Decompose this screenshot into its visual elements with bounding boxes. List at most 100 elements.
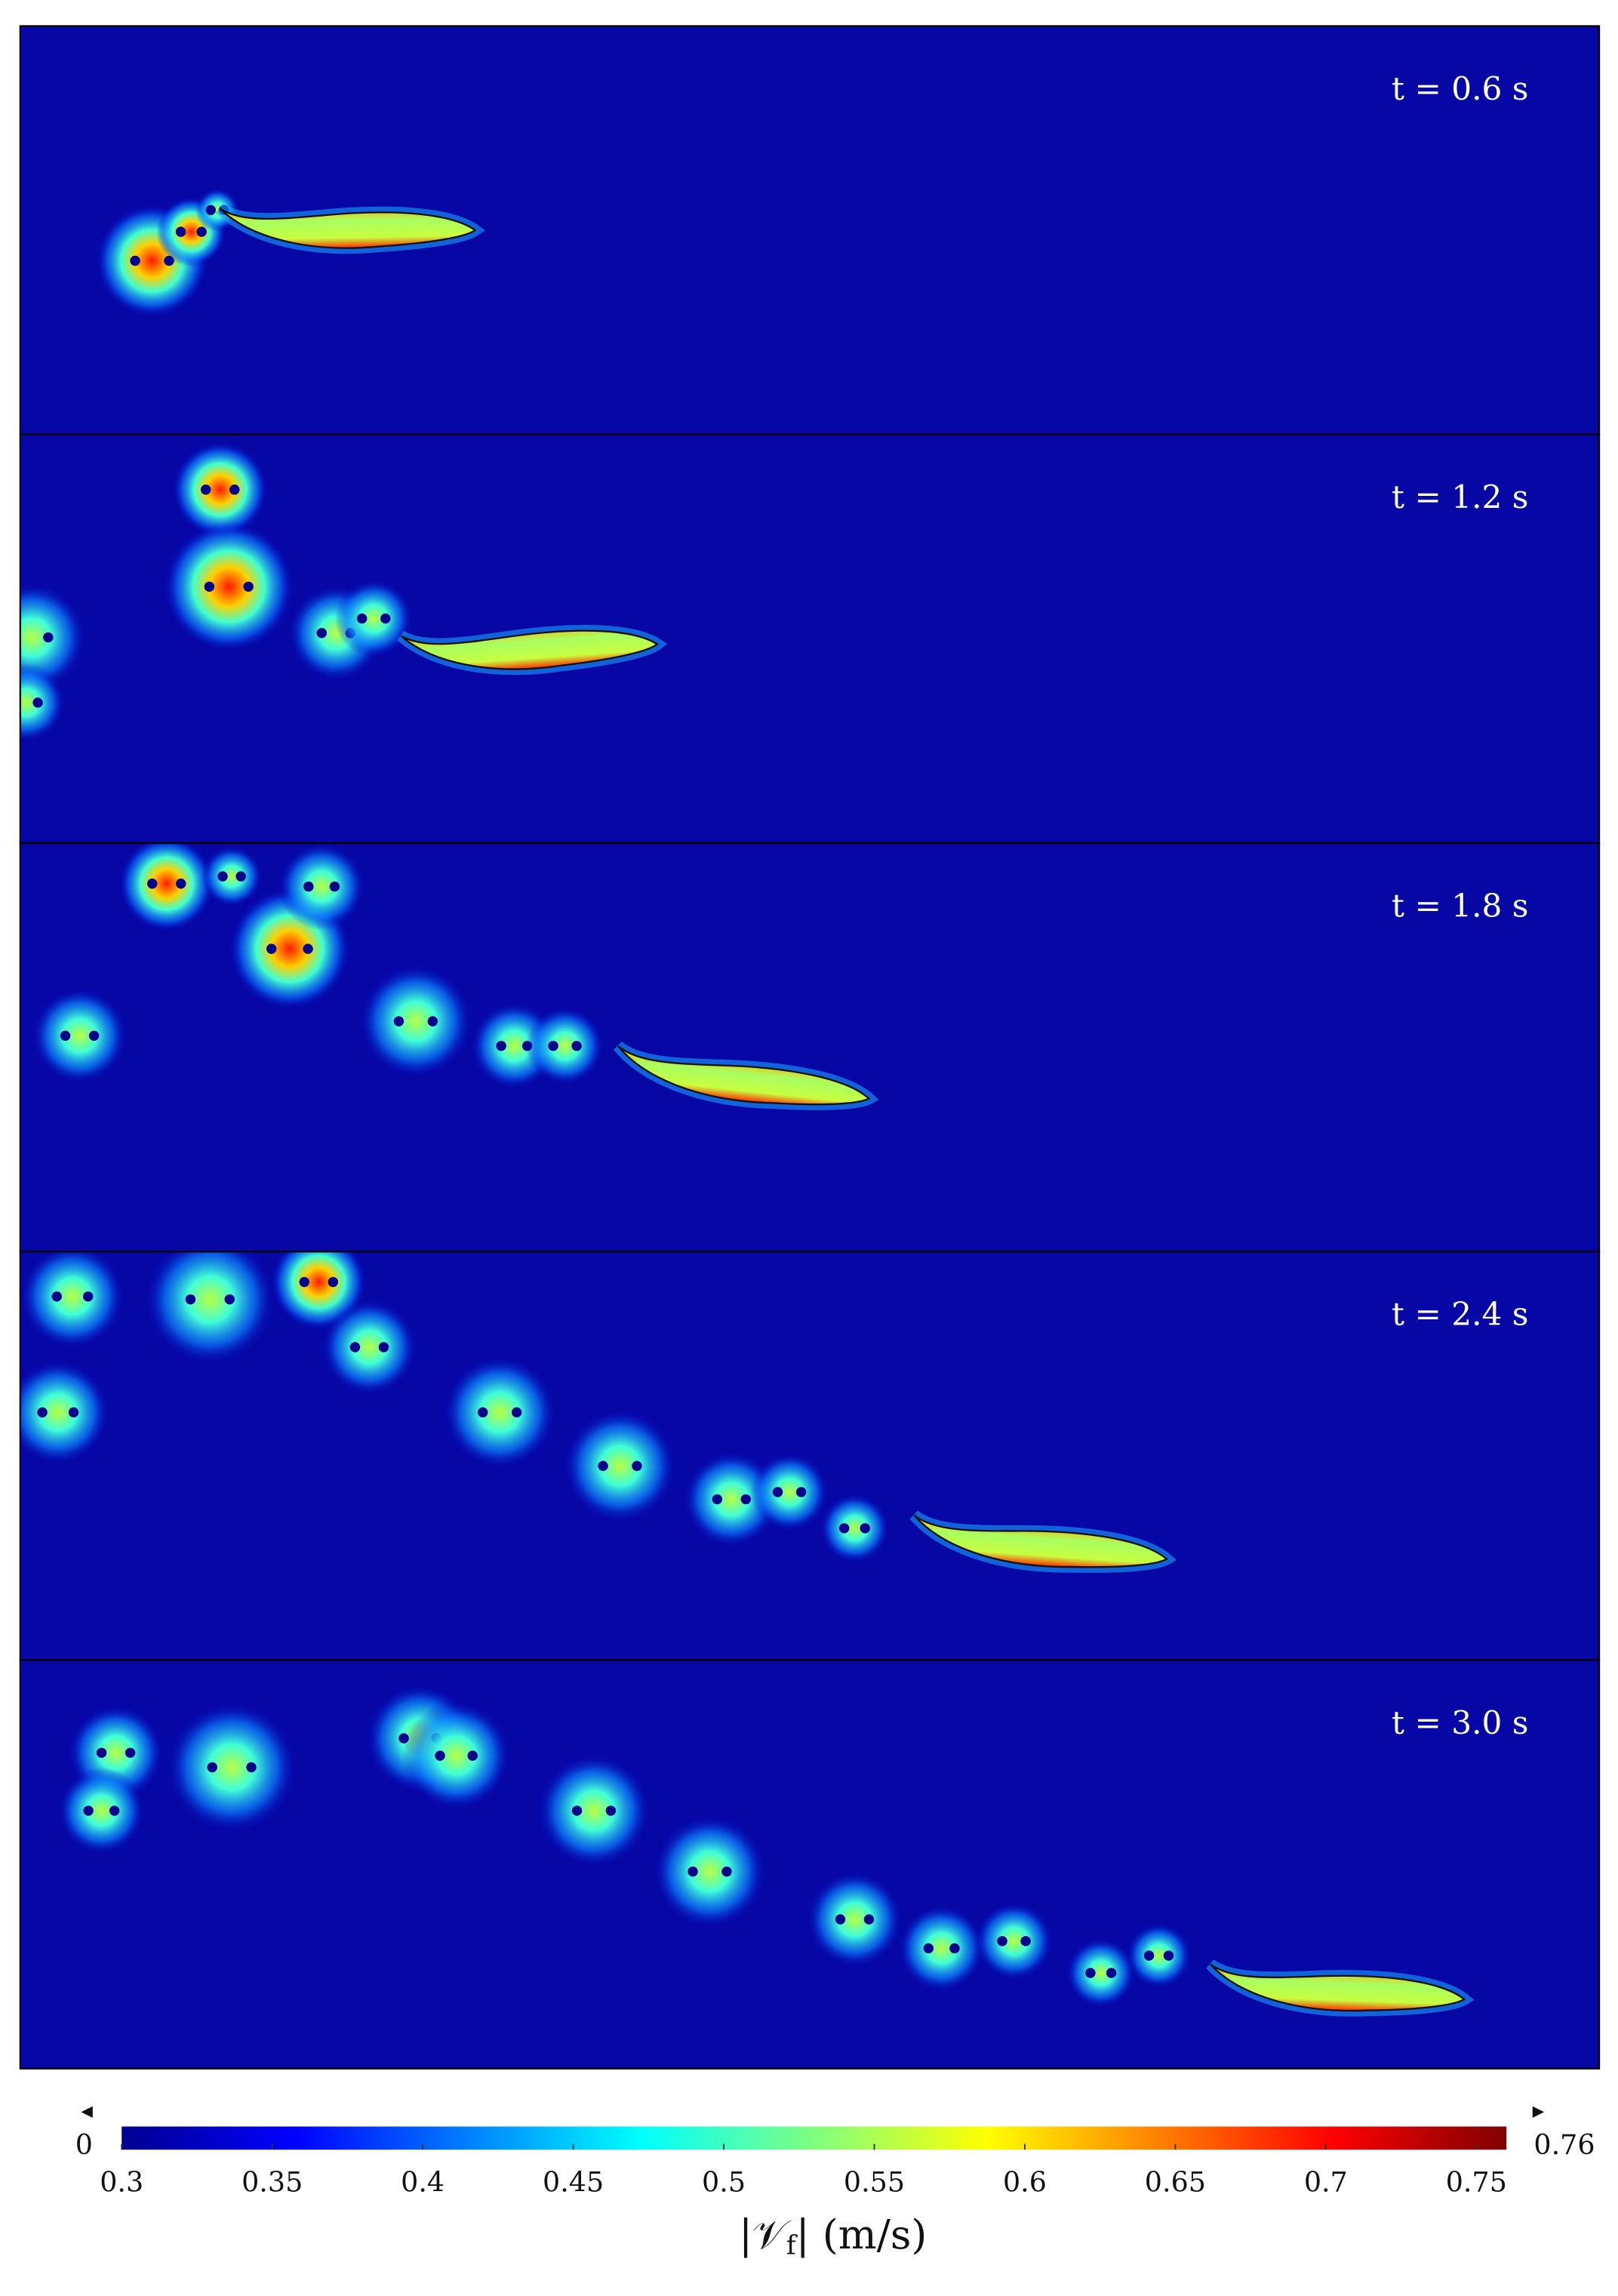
vortex-core	[997, 1936, 1007, 1946]
colorbar	[122, 2126, 1506, 2150]
vortex-core	[83, 1805, 93, 1815]
vortex	[975, 1902, 1054, 1981]
vortex-core	[796, 1487, 806, 1497]
label-part: | (m/s)	[796, 2211, 927, 2258]
figure: t = 0.6 st = 1.2 st = 1.8 st = 2.4 st = …	[0, 0, 1618, 2296]
vortex-core	[571, 1041, 581, 1051]
vortex-core	[196, 226, 206, 236]
vortex-core	[43, 632, 53, 642]
vortex-core	[11, 632, 20, 642]
vortex	[20, 1245, 125, 1349]
vortex-core	[721, 1867, 731, 1876]
vortex	[526, 1007, 604, 1085]
colorbar-tick-label: 0.5	[702, 2166, 746, 2199]
vortex-core	[496, 1041, 506, 1051]
vortex	[443, 1356, 556, 1469]
label-part: |𝒱	[739, 2211, 792, 2258]
vortex-core	[235, 871, 245, 881]
vortex-core	[949, 1944, 959, 1953]
time-label: t = 3.0 s	[1392, 1704, 1528, 1741]
panel	[20, 26, 1599, 435]
vortex-core	[206, 205, 216, 215]
colorbar-min-label: 0	[75, 2128, 93, 2161]
vortex	[167, 1702, 297, 1833]
colorbar-tick-label: 0.6	[1003, 2166, 1047, 2199]
vortex	[278, 843, 365, 930]
vortex	[750, 1453, 829, 1531]
vortex-core	[773, 1487, 783, 1497]
vortex-core	[478, 1408, 488, 1417]
vortex-core	[303, 882, 313, 891]
vortex	[118, 836, 214, 931]
vortex-core	[303, 943, 312, 953]
vortex-core	[380, 614, 390, 623]
vortex-core	[9, 697, 19, 707]
vortex	[1066, 1938, 1136, 2008]
vortex-core	[207, 1762, 217, 1772]
vortex-core	[97, 1748, 106, 1758]
vortex-core	[379, 1342, 389, 1352]
vortex-core	[176, 226, 186, 236]
vortex-core	[864, 1914, 874, 1924]
panel	[0, 435, 1599, 843]
vortex-core	[741, 1494, 751, 1504]
vortex-core	[548, 1041, 558, 1051]
vortex	[1126, 1923, 1191, 1988]
vortex-core	[1144, 1950, 1154, 1960]
vortex-core	[32, 697, 42, 707]
vortex	[820, 1494, 889, 1563]
vortex	[359, 965, 472, 1078]
vortex-core	[632, 1461, 641, 1471]
vortex-core	[357, 614, 367, 623]
vortex-core	[205, 582, 214, 592]
vortex-core	[350, 1342, 360, 1352]
panel	[20, 1660, 1599, 2068]
vortex-core	[330, 882, 340, 891]
vortex-core	[924, 1944, 934, 1953]
vortex-core	[186, 1294, 195, 1304]
vortex	[898, 1905, 985, 1992]
vortex-core	[712, 1494, 722, 1504]
panel	[6, 1234, 1599, 1660]
vortex-core	[1085, 1968, 1095, 1977]
vortex	[145, 1234, 275, 1365]
vortex	[334, 580, 413, 658]
vortex	[402, 1701, 511, 1810]
vortex-core	[317, 628, 327, 638]
vortex	[32, 988, 128, 1084]
vortex-core	[266, 943, 276, 953]
vortex-core	[435, 1750, 444, 1760]
time-label: t = 1.2 s	[1392, 479, 1528, 516]
vortex-core	[176, 879, 186, 888]
vortex-core	[147, 879, 157, 888]
colorbar-label: |𝒱f| (m/s)	[739, 2211, 927, 2261]
vortex-core	[606, 1805, 616, 1815]
max-arrow	[1533, 2107, 1544, 2118]
vortex-core	[835, 1914, 845, 1924]
colorbar-tick-label: 0.75	[1446, 2166, 1507, 2199]
colorbar-tick-label: 0.45	[543, 2166, 604, 2199]
vortex-core	[687, 1867, 697, 1876]
colorbar-tick-label: 0.3	[100, 2166, 143, 2199]
vortex	[321, 1300, 417, 1396]
time-label: t = 0.6 s	[1392, 70, 1528, 107]
colorbar-tick-label: 0.55	[844, 2166, 905, 2199]
vortex	[807, 1872, 903, 1968]
vortex-core	[60, 1031, 70, 1041]
vortex-core	[512, 1408, 521, 1417]
vortex	[564, 1409, 677, 1522]
vortex-core	[217, 871, 227, 881]
colorbar-tick-label: 0.65	[1145, 2166, 1206, 2199]
vortex-core	[125, 1748, 135, 1758]
colorbar-tick-label: 0.7	[1304, 2166, 1348, 2199]
vortex-core	[89, 1031, 99, 1041]
page: {"panels":[{"time_label":"t = 0.6 s"},{"…	[0, 0, 1618, 2296]
min-arrow	[81, 2107, 92, 2118]
vortex-core	[860, 1523, 870, 1533]
vortex-core	[328, 1277, 338, 1287]
vortex	[537, 1754, 651, 1867]
vortex-core	[1020, 1936, 1030, 1946]
vortex-core	[572, 1805, 582, 1815]
vortex-core	[839, 1523, 849, 1533]
time-label: t = 1.8 s	[1392, 887, 1528, 924]
